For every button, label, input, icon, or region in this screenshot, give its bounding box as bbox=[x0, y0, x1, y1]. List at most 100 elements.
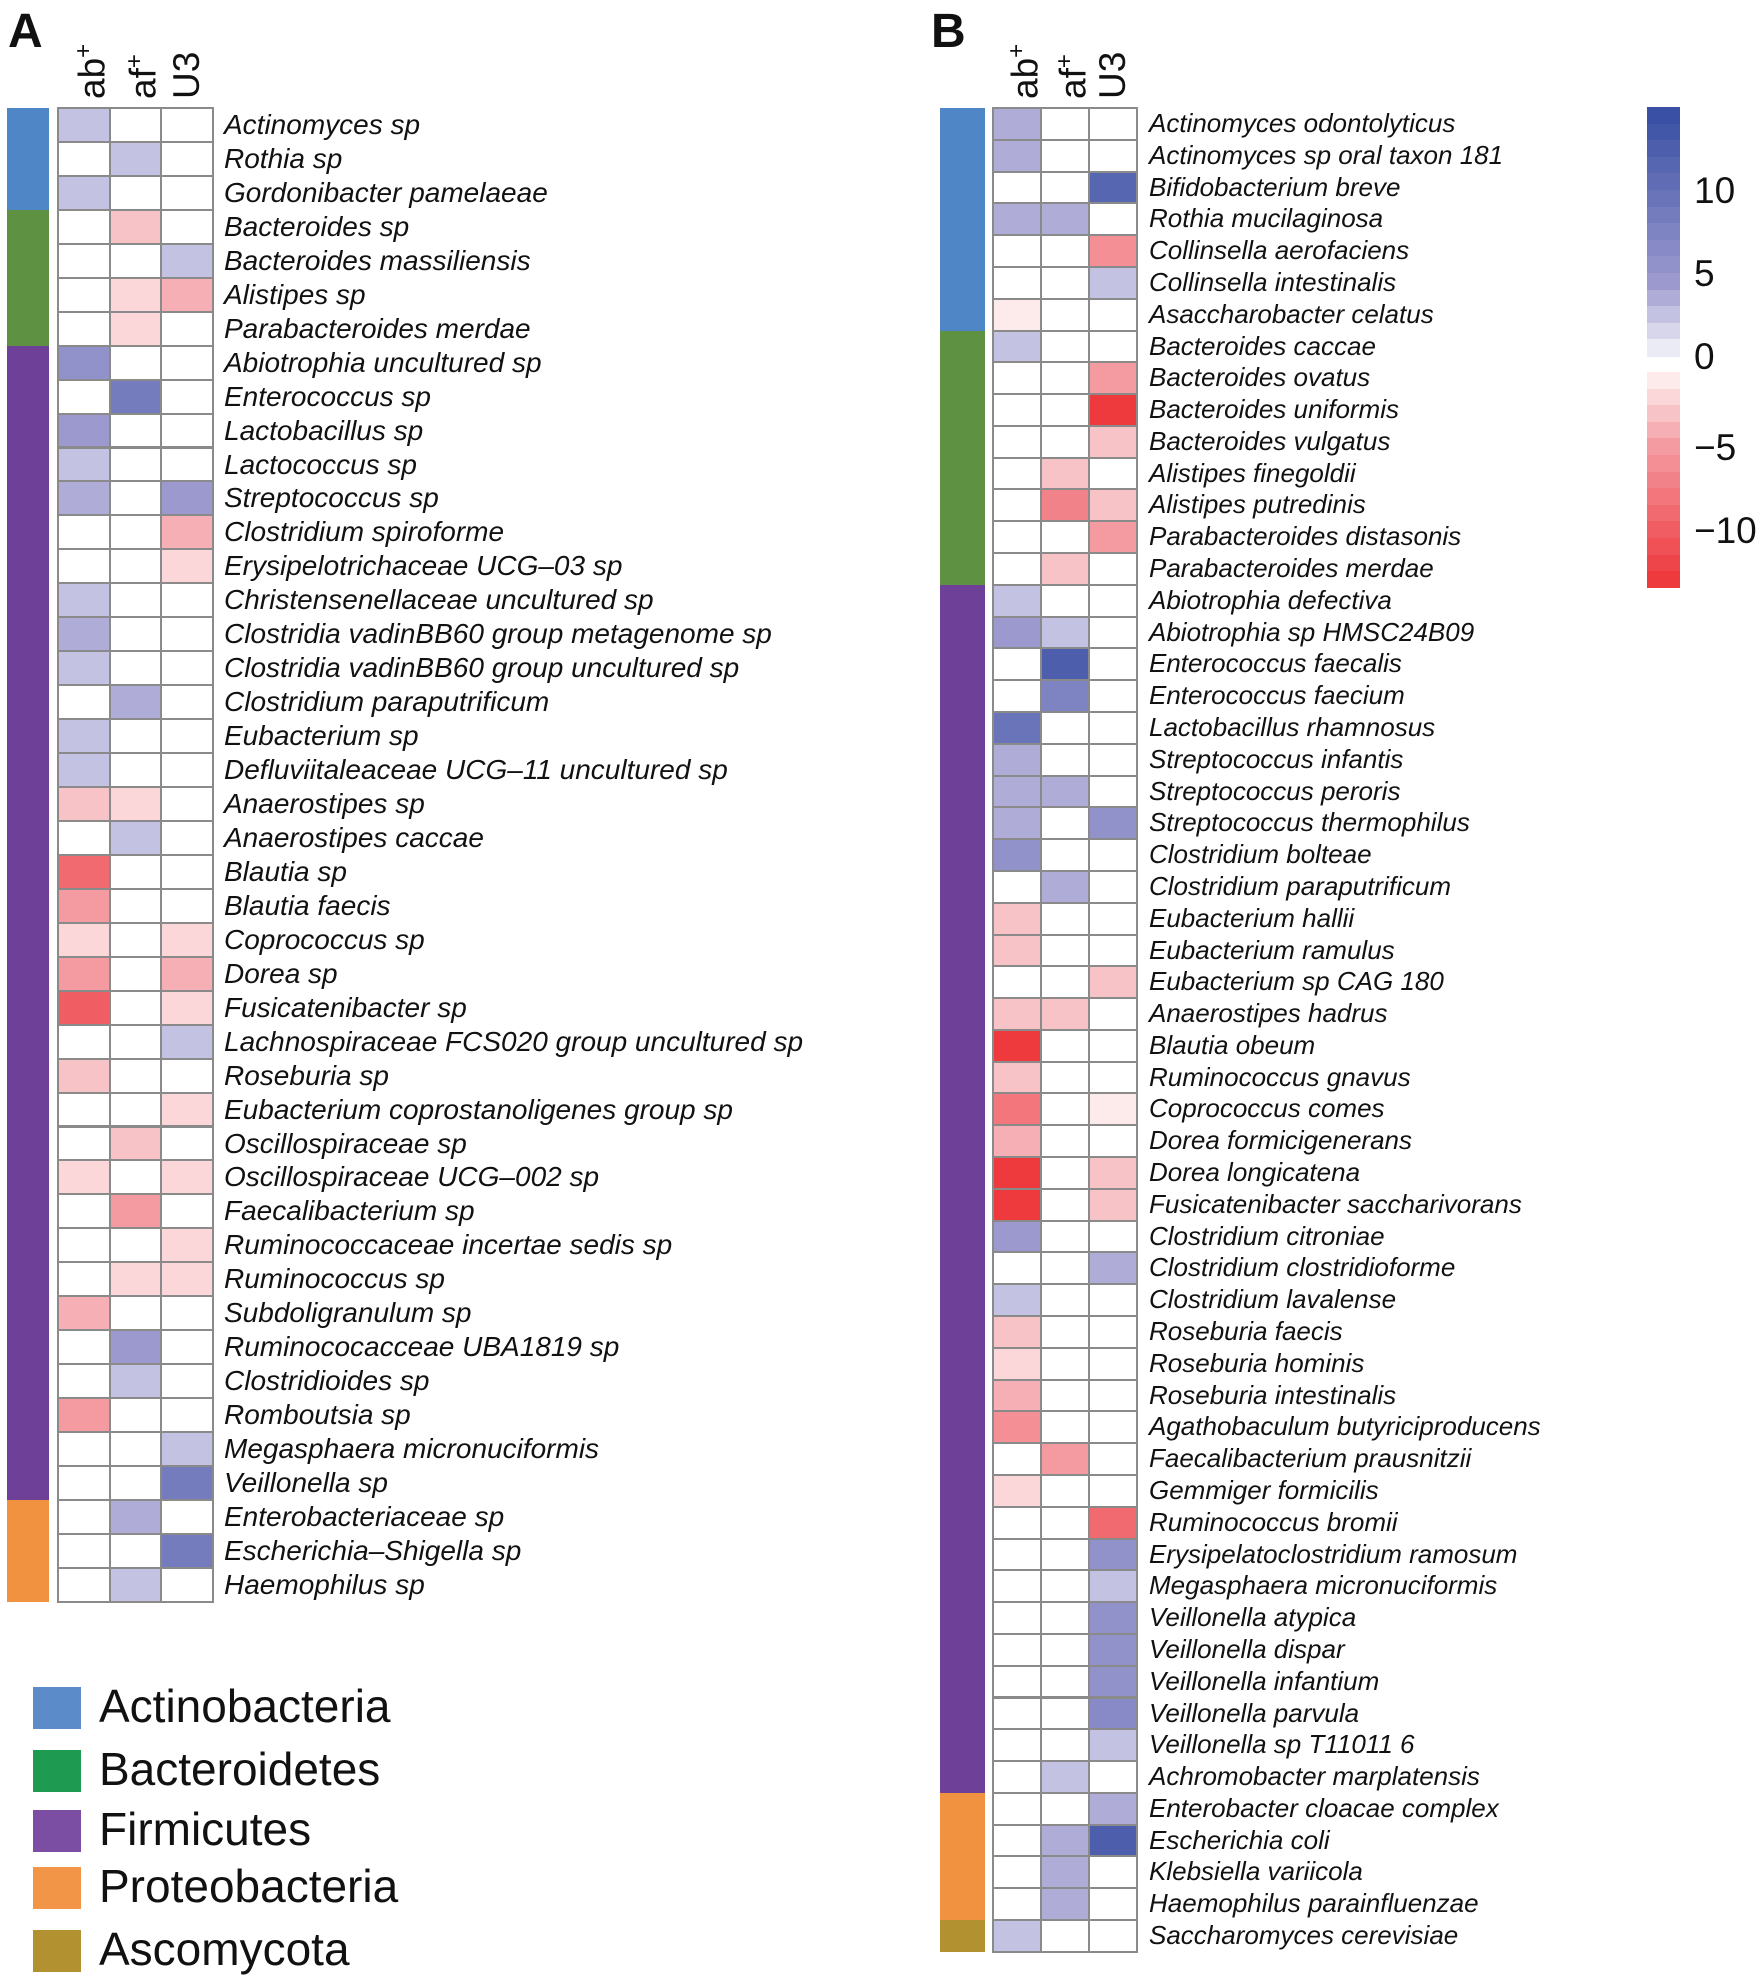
heatmap-cell bbox=[59, 686, 109, 719]
heatmap-cell bbox=[110, 1263, 161, 1296]
species-label: Anaerostipes sp bbox=[224, 788, 425, 819]
heatmap-cell bbox=[162, 1331, 212, 1364]
species-label: Bacteroides massiliensis bbox=[224, 244, 531, 276]
legend-label: Ascomycota bbox=[99, 1923, 350, 1975]
heatmap-cell bbox=[994, 1507, 1040, 1538]
species-label: Oscillospiraceae UCG–002 sp bbox=[224, 1161, 600, 1193]
heatmap-cell bbox=[994, 967, 1040, 998]
heatmap-cell bbox=[110, 923, 161, 956]
heatmap-cell bbox=[110, 720, 161, 753]
heatmap-cell bbox=[1090, 585, 1136, 616]
heatmap-cell bbox=[1090, 840, 1136, 870]
heatmap-cell bbox=[994, 713, 1040, 743]
phylum-bar-bacteroidetes bbox=[940, 330, 985, 585]
heatmap-cell bbox=[1090, 1762, 1136, 1792]
colorbar-step bbox=[1647, 289, 1680, 307]
species-label: Dorea longicatena bbox=[1149, 1157, 1361, 1188]
heatmap-cell bbox=[1042, 1030, 1088, 1061]
heatmap-cell bbox=[110, 1229, 161, 1262]
colorbar-step bbox=[1647, 571, 1680, 589]
heatmap-cell bbox=[1042, 1285, 1088, 1315]
heatmap-cell bbox=[162, 1433, 212, 1465]
heatmap-cell bbox=[162, 821, 212, 854]
species-label: Escherichia coli bbox=[1149, 1824, 1330, 1855]
heatmap-cell bbox=[59, 346, 109, 379]
colorbar-step bbox=[1647, 223, 1680, 241]
species-label: Escherichia–Shigella sp bbox=[224, 1534, 522, 1566]
heatmap-cell bbox=[1090, 1030, 1136, 1061]
species-label: Eubacterium sp bbox=[224, 720, 419, 752]
heatmap-cell bbox=[110, 1534, 161, 1567]
heatmap-cell bbox=[994, 1634, 1040, 1665]
heatmap-cell bbox=[1042, 331, 1088, 362]
heatmap-cell bbox=[994, 1793, 1040, 1824]
column-header-ab: ab+ bbox=[69, 43, 113, 99]
heatmap-cell bbox=[59, 176, 109, 209]
heatmap-cell bbox=[162, 1195, 212, 1228]
heatmap-cell bbox=[110, 889, 161, 922]
legend-swatch-firmicutes bbox=[33, 1810, 81, 1852]
species-label: Abiotrophia uncultured sp bbox=[224, 346, 542, 378]
heatmap-cell bbox=[110, 1059, 161, 1092]
heatmap-cell bbox=[59, 889, 109, 922]
heatmap-cell bbox=[110, 1297, 161, 1330]
colorbar-step bbox=[1647, 504, 1680, 522]
heatmap-cell bbox=[59, 855, 109, 888]
species-label: Bifidobacterium breve bbox=[1149, 171, 1401, 202]
colorbar-step bbox=[1647, 107, 1680, 125]
colorbar-step bbox=[1647, 256, 1680, 274]
heatmap-cell bbox=[1090, 649, 1136, 680]
heatmap-cell bbox=[1042, 1507, 1088, 1538]
heatmap-cell bbox=[162, 1161, 212, 1194]
heatmap-cell bbox=[59, 1093, 109, 1126]
heatmap-cell bbox=[1090, 331, 1136, 362]
column-header-af: af+ bbox=[1051, 54, 1094, 99]
heatmap-cell bbox=[1090, 1380, 1136, 1411]
heatmap-cell bbox=[59, 991, 109, 1024]
species-label: Veillonella sp bbox=[224, 1467, 388, 1498]
heatmap-cell bbox=[110, 448, 161, 481]
heatmap-cell bbox=[1042, 1317, 1088, 1347]
heatmap-cell bbox=[1090, 1475, 1136, 1506]
heatmap-cell bbox=[59, 1059, 109, 1092]
species-label: Gemmiger formicilis bbox=[1149, 1474, 1379, 1505]
species-label: Achromobacter marplatensis bbox=[1149, 1761, 1480, 1792]
heatmap-cell bbox=[59, 482, 109, 515]
heatmap-cell bbox=[1042, 1762, 1088, 1792]
heatmap-cell bbox=[994, 585, 1040, 616]
heatmap-cell bbox=[162, 1127, 212, 1160]
heatmap-cell bbox=[994, 617, 1040, 648]
heatmap-cell bbox=[1090, 554, 1136, 584]
legend-item-actinobacteria: Actinobacteria bbox=[33, 1680, 533, 1737]
heatmap-cell bbox=[1090, 1507, 1136, 1538]
heatmap-cell bbox=[59, 1229, 109, 1262]
heatmap-cell bbox=[994, 1698, 1040, 1729]
heatmap-cell bbox=[1042, 999, 1088, 1029]
species-label: Veillonella sp T11011 6 bbox=[1149, 1729, 1415, 1760]
heatmap-cell bbox=[59, 380, 109, 413]
heatmap-cell bbox=[1090, 1793, 1136, 1824]
heatmap-cell bbox=[110, 312, 161, 345]
species-label: Dorea sp bbox=[224, 957, 338, 989]
heatmap-cell bbox=[162, 312, 212, 345]
species-label: Clostridium citroniae bbox=[1149, 1220, 1385, 1251]
colorbar-step bbox=[1647, 206, 1680, 224]
heatmap-cell bbox=[1090, 1444, 1136, 1474]
heatmap-cell bbox=[59, 1127, 109, 1160]
heatmap-cell bbox=[1090, 1285, 1136, 1315]
heatmap-cell bbox=[59, 550, 109, 583]
species-label: Rothia sp bbox=[224, 142, 343, 174]
superscript: + bbox=[69, 43, 97, 58]
heatmap-cell bbox=[994, 522, 1040, 553]
heatmap-cell bbox=[994, 681, 1040, 711]
heatmap-cell bbox=[59, 1500, 109, 1533]
heatmap-cell bbox=[110, 244, 161, 277]
heatmap-cell bbox=[59, 1297, 109, 1330]
heatmap-cell bbox=[110, 1025, 161, 1058]
species-label: Asaccharobacter celatus bbox=[1149, 298, 1434, 329]
heatmap-cell bbox=[59, 618, 109, 651]
heatmap-cell bbox=[1090, 1571, 1136, 1602]
heatmap-cell bbox=[162, 142, 212, 175]
heatmap-cell bbox=[994, 1666, 1040, 1697]
phylum-bar-firmicutes bbox=[7, 345, 49, 1500]
